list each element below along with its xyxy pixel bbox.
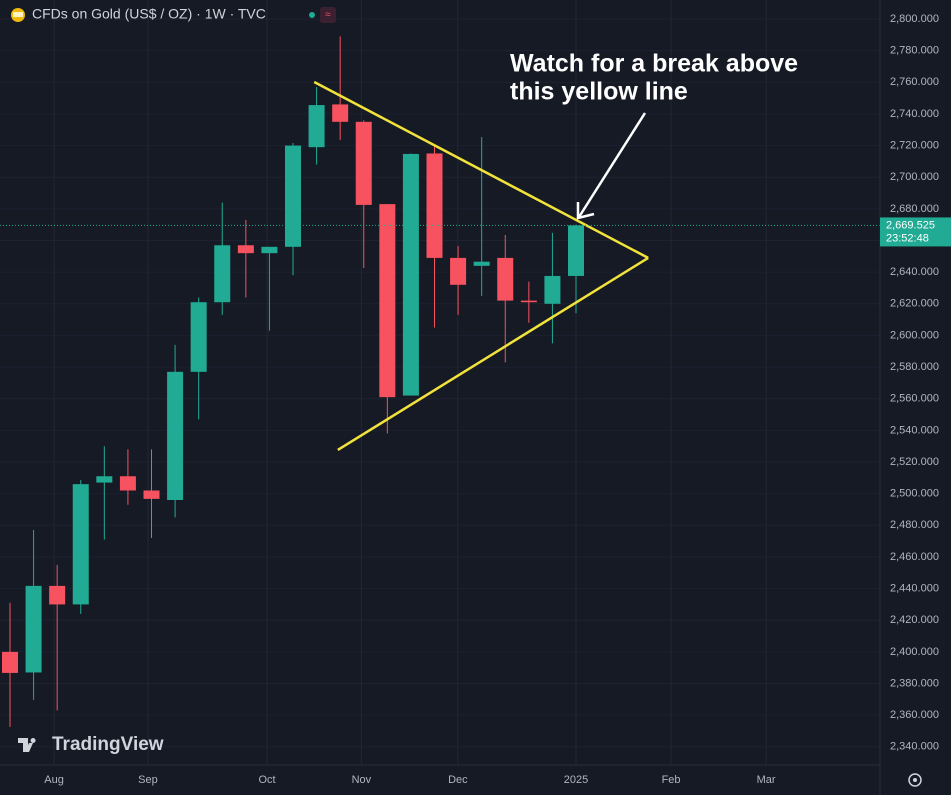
candle-body: [355, 121, 372, 205]
arrow-head: [576, 202, 595, 220]
candle-body: [143, 490, 160, 499]
y-tick-label: 2,440.000: [890, 582, 939, 594]
candle-body: [332, 104, 349, 122]
candle-body: [167, 371, 184, 500]
status-dot[interactable]: [309, 12, 315, 18]
y-tick-label: 2,560.000: [890, 393, 939, 405]
y-tick-label: 2,620.000: [890, 298, 939, 310]
countdown: 23:52:48: [886, 232, 929, 244]
candle-body: [379, 204, 396, 398]
candle-body: [261, 246, 278, 254]
y-tick-label: 2,500.000: [890, 488, 939, 500]
candle-body: [520, 300, 537, 303]
y-tick-label: 2,580.000: [890, 361, 939, 373]
x-tick-label: Sep: [138, 774, 158, 786]
candle-body: [119, 476, 136, 491]
annotation: Watch for a break above: [510, 50, 798, 78]
axes: 2,340.000 2,360.000 2,380.000 2,400.000 2,42…: [44, 13, 951, 786]
plot-area: [0, 36, 880, 727]
candle-body: [568, 225, 585, 276]
candle-body: [49, 585, 66, 605]
y-tick-label: 2,340.000: [890, 741, 939, 753]
brand-logo: TradingView: [18, 734, 164, 755]
y-tick-label: 2,540.000: [890, 424, 939, 436]
last-price-tag: [880, 217, 951, 247]
y-tick-label: 2,400.000: [890, 646, 939, 658]
x-tick-label: Oct: [258, 774, 275, 786]
trendline: [337, 256, 649, 452]
annotation: this yellow line: [510, 78, 688, 106]
candle-body: [214, 245, 231, 303]
y-tick-label: 2,740.000: [890, 108, 939, 120]
candle-body: [190, 302, 207, 372]
x-tick-label: Nov: [352, 774, 372, 786]
candle-body: [25, 585, 42, 673]
y-tick-label: 2,380.000: [890, 677, 939, 689]
y-tick-label: 2,640.000: [890, 266, 939, 278]
brand-name: TradingView: [52, 734, 164, 755]
x-tick-label: Aug: [44, 774, 64, 786]
candle-body: [96, 476, 113, 483]
y-tick-label: 2,700.000: [890, 171, 939, 183]
logo-icon: [18, 738, 36, 752]
candle-body: [237, 245, 254, 254]
gear-center: [913, 778, 917, 782]
y-tick-label: 2,460.000: [890, 551, 939, 563]
status-icon: ≈: [325, 10, 331, 21]
x-tick-label: Feb: [662, 774, 681, 786]
y-tick-label: 2,520.000: [890, 456, 939, 468]
candle-body: [497, 257, 514, 301]
annotation-arrow: [576, 112, 647, 220]
y-tick-label: 2,480.000: [890, 519, 939, 531]
arrow-shaft: [577, 112, 647, 218]
candle-body: [308, 105, 325, 148]
last-price-label: 2,669.525: [886, 219, 935, 231]
y-tick-label: 2,680.000: [890, 203, 939, 215]
y-tick-label: 2,360.000: [890, 709, 939, 721]
candle-body: [72, 484, 89, 605]
status-badge[interactable]: [320, 7, 336, 23]
candle-body: [1, 651, 18, 673]
x-tick-label: Dec: [448, 774, 468, 786]
gear[interactable]: [908, 773, 922, 787]
x-tick-label: Mar: [757, 774, 776, 786]
y-tick-label: 2,760.000: [890, 76, 939, 88]
y-tick-label: 2,720.000: [890, 139, 939, 151]
candle-body: [450, 257, 467, 285]
y-tick-label: 2,600.000: [890, 329, 939, 341]
candle-body: [544, 275, 561, 304]
settings-icon[interactable]: [908, 773, 922, 787]
symbol-icon-bar: [13, 12, 23, 17]
y-tick-label: 2,780.000: [890, 45, 939, 57]
candle-body: [402, 153, 419, 396]
candle-body: [473, 261, 490, 266]
x-tick-label: 2025: [564, 774, 588, 786]
candle-body: [285, 145, 302, 247]
chart-title: CFDs on Gold (US$ / OZ) · 1W · TVC: [32, 6, 266, 22]
y-tick-label: 2,420.000: [890, 614, 939, 626]
trendline: [313, 80, 649, 260]
y-tick-label: 2,800.000: [890, 13, 939, 25]
candle-body: [426, 153, 443, 258]
